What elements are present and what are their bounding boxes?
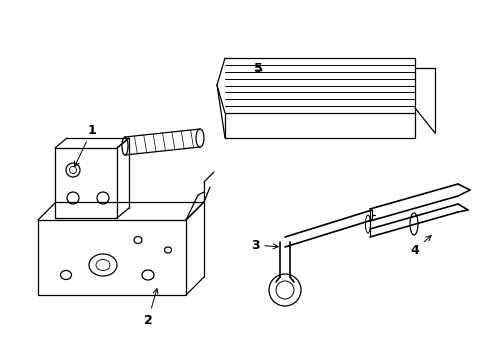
Text: 4: 4: [410, 235, 430, 257]
Text: 2: 2: [143, 289, 158, 327]
Text: 3: 3: [250, 239, 278, 252]
Text: 1: 1: [74, 123, 96, 167]
Text: 5: 5: [253, 62, 262, 75]
